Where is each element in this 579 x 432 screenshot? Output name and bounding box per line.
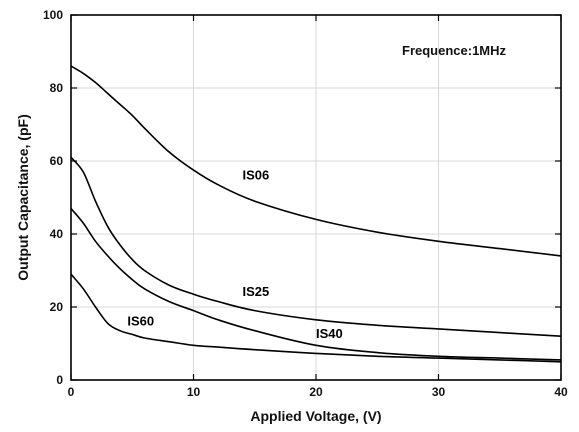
grid	[71, 15, 561, 380]
x-tick-label-10: 10	[187, 385, 201, 399]
series-line-is25	[70, 156, 562, 337]
x-tick-label-20: 20	[309, 385, 323, 399]
x-axis-title: Applied Voltage, (V)	[250, 408, 381, 424]
y-tick-label-60: 60	[50, 154, 64, 168]
y-tick-label-80: 80	[50, 81, 64, 95]
x-tick-label-30: 30	[432, 385, 446, 399]
y-axis-ticks: 0 20 40 60 80 100	[43, 8, 561, 387]
y-tick-label-100: 100	[43, 8, 63, 22]
series-line-is40	[70, 207, 562, 361]
y-tick-label-40: 40	[50, 227, 64, 241]
x-axis-ticks: 0 10 20 30 40	[68, 15, 568, 399]
x-tick-label-0: 0	[68, 385, 75, 399]
frequency-annotation: Frequence:1MHz	[402, 43, 507, 58]
series-lines	[70, 65, 562, 363]
series-label-is40: IS40	[316, 326, 343, 341]
y-axis-title: Output Capacitance, (pF)	[15, 114, 31, 280]
series-labels: IS06 IS25 IS40 IS60	[127, 167, 342, 341]
x-tick-label-40: 40	[554, 385, 568, 399]
series-label-is25: IS25	[243, 284, 270, 299]
y-tick-label-0: 0	[56, 373, 63, 387]
series-label-is60: IS60	[127, 313, 154, 328]
y-tick-label-20: 20	[50, 300, 64, 314]
series-line-is06	[70, 65, 562, 257]
series-line-is60	[70, 273, 562, 363]
series-label-is06: IS06	[243, 167, 270, 182]
